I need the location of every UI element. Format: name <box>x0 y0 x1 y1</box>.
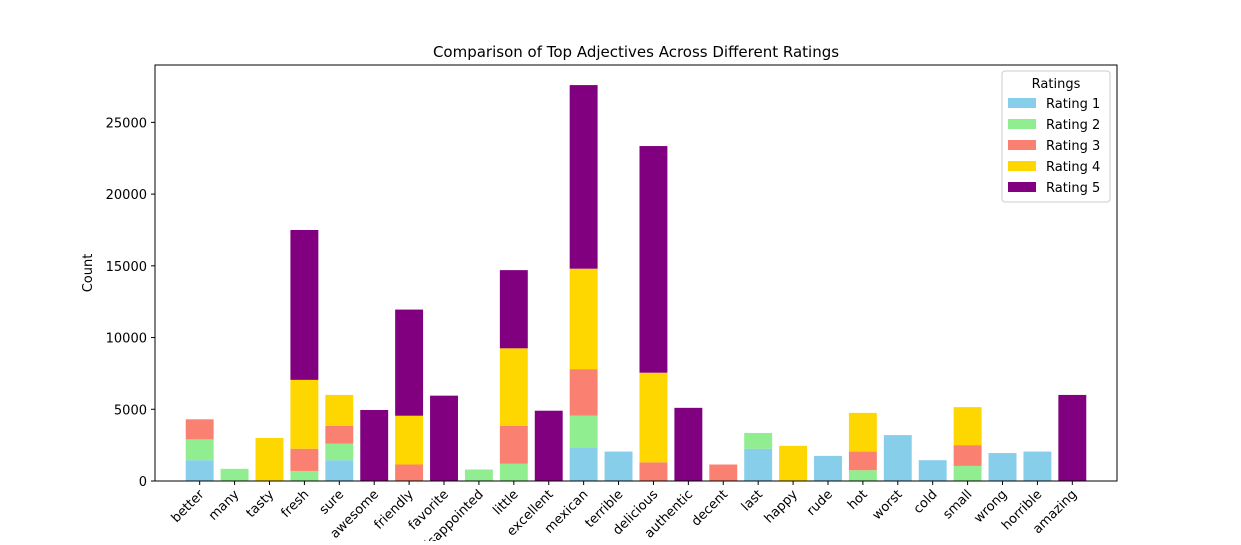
x-tick-label-rude: rude <box>804 487 836 519</box>
bar-terrible-rating-1 <box>604 451 633 481</box>
x-tick-label-sure: sure <box>317 487 347 517</box>
x-tick-label-cold: cold <box>911 487 941 517</box>
bar-last-rating-2 <box>744 432 773 449</box>
legend-label-rating-1: Rating 1 <box>1046 97 1100 112</box>
legend-title: Ratings <box>1032 77 1081 92</box>
y-axis: 0 5000 10000 15000 20000 25000 <box>106 116 155 490</box>
legend-swatch-rating-1 <box>1008 98 1036 108</box>
bar-hot-rating-3 <box>848 451 877 471</box>
legend-swatch-rating-3 <box>1008 140 1036 150</box>
x-tick-label-last: last <box>739 487 766 514</box>
x-tick-label-little: little <box>491 487 522 518</box>
bar-delicious-rating-4 <box>639 372 668 463</box>
bar-small-rating-4 <box>953 407 982 446</box>
bars-layer <box>185 85 1087 481</box>
bar-amazing-rating-5 <box>1058 394 1087 481</box>
x-tick-label-decent: decent <box>689 487 731 529</box>
x-tick-label-tasty: tasty <box>244 487 278 521</box>
bar-fresh-rating-2 <box>290 470 319 481</box>
bar-tasty-rating-4 <box>255 437 284 481</box>
bar-mexican-rating-5 <box>569 85 598 269</box>
x-tick-label-small: small <box>940 487 975 522</box>
y-tick-label: 10000 <box>106 332 147 347</box>
bar-last-rating-1 <box>744 448 773 481</box>
bar-sure-rating-3 <box>325 425 354 444</box>
legend-swatch-rating-5 <box>1008 182 1036 192</box>
x-tick-label-happy: happy <box>762 487 801 526</box>
plot-frame <box>154 64 1118 482</box>
y-tick-label: 5000 <box>114 403 147 418</box>
bar-little-rating-3 <box>499 425 528 464</box>
bar-hot-rating-4 <box>848 412 877 452</box>
bar-sure-rating-4 <box>325 394 354 426</box>
bar-cold-rating-1 <box>918 460 947 481</box>
y-axis-label: Count <box>81 254 96 293</box>
y-tick-label: 0 <box>139 475 147 490</box>
x-tick-label-hot: hot <box>845 487 871 513</box>
legend-label-rating-3: Rating 3 <box>1046 139 1100 154</box>
bar-disappointed-rating-2 <box>464 469 493 481</box>
bar-delicious-rating-3 <box>639 462 668 481</box>
bar-fresh-rating-5 <box>290 229 319 380</box>
bar-delicious-rating-5 <box>639 146 668 373</box>
bar-mexican-rating-4 <box>569 268 598 370</box>
y-tick-label: 25000 <box>106 116 147 131</box>
x-tick-label-worst: worst <box>870 487 906 523</box>
bar-friendly-rating-3 <box>395 464 424 481</box>
legend: Ratings Rating 1 Rating 2 Rating 3 Rating 4 R… <box>1001 70 1111 203</box>
bar-small-rating-3 <box>953 445 982 466</box>
bar-little-rating-2 <box>499 463 528 481</box>
bar-sure-rating-1 <box>325 460 354 481</box>
y-tick-label: 20000 <box>106 188 147 203</box>
legend-swatch-rating-2 <box>1008 119 1036 129</box>
bar-fresh-rating-4 <box>290 379 319 449</box>
legend-label-rating-2: Rating 2 <box>1046 118 1100 133</box>
y-tick-label: 15000 <box>106 260 147 275</box>
bar-decent-rating-3 <box>709 464 738 481</box>
bar-many-rating-2 <box>220 468 249 481</box>
bar-sure-rating-2 <box>325 443 354 461</box>
bar-fresh-rating-3 <box>290 448 319 471</box>
legend-label-rating-4: Rating 4 <box>1046 160 1100 175</box>
legend-swatch-rating-4 <box>1008 161 1036 171</box>
bar-friendly-rating-5 <box>395 309 424 416</box>
bar-happy-rating-4 <box>779 445 808 481</box>
bar-excellent-rating-5 <box>534 410 563 481</box>
bar-friendly-rating-4 <box>395 415 424 465</box>
bar-hot-rating-2 <box>848 470 877 481</box>
bar-wrong-rating-1 <box>988 453 1017 481</box>
bar-mexican-rating-1 <box>569 448 598 481</box>
bar-horrible-rating-1 <box>1023 451 1052 481</box>
x-tick-label-better: better <box>169 487 208 526</box>
chart-title: Comparison of Top Adjectives Across Diff… <box>433 43 839 61</box>
bar-better-rating-2 <box>185 439 214 461</box>
legend-label-rating-5: Rating 5 <box>1046 181 1100 196</box>
bar-worst-rating-1 <box>883 435 912 481</box>
bar-rude-rating-1 <box>814 455 842 481</box>
bar-better-rating-1 <box>185 460 214 481</box>
x-tick-label-fresh: fresh <box>279 487 313 521</box>
bar-mexican-rating-2 <box>569 415 598 449</box>
bar-small-rating-2 <box>953 465 982 481</box>
bar-favorite-rating-5 <box>430 395 458 481</box>
bar-little-rating-4 <box>499 348 528 426</box>
bar-better-rating-3 <box>185 419 214 440</box>
bar-little-rating-5 <box>499 270 528 349</box>
bar-mexican-rating-3 <box>569 369 598 416</box>
bar-awesome-rating-5 <box>360 409 389 481</box>
bar-authentic-rating-5 <box>674 407 703 481</box>
x-tick-label-many: many <box>206 487 243 524</box>
